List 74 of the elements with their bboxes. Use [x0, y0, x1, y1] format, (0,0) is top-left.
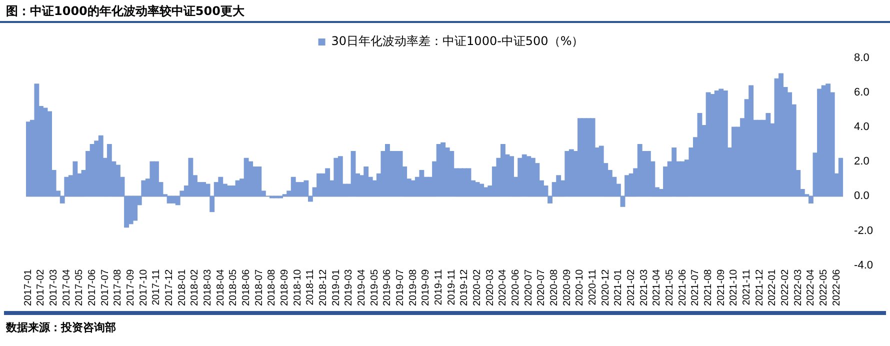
x-tick-label: 2020-04	[498, 268, 509, 306]
x-tick-label: 2020-03	[484, 268, 496, 306]
x-tick-label: 2022-02	[780, 268, 792, 306]
x-tick-label: 2019-12	[459, 268, 470, 306]
x-tick-label: 2017-09	[126, 268, 137, 306]
x-tick-label: 2018-11	[305, 268, 316, 306]
x-tick-label: 2022-04	[806, 268, 817, 306]
x-tick-label: 2017-06	[87, 268, 98, 306]
y-tick-label: -2.0	[854, 224, 874, 237]
x-tick-label: 2021-03	[638, 268, 650, 306]
x-tick-label: 2018-01	[176, 268, 188, 306]
source-note: 数据来源：投资咨询部	[6, 320, 116, 335]
x-tick-label: 2019-06	[382, 268, 394, 306]
x-tick-label: 2018-09	[280, 268, 291, 306]
legend-label: 30日年化波动率差：中证1000-中证500（%）	[331, 34, 584, 48]
x-tick-label: 2021-04	[652, 268, 663, 306]
x-tick-label: 2017-07	[100, 268, 111, 306]
x-tick-label: 2017-05	[74, 268, 86, 306]
x-tick-label: 2021-02	[626, 268, 638, 306]
x-tick-label: 2022-03	[792, 268, 804, 306]
x-tick-label: 2019-08	[408, 268, 419, 306]
x-tick-label: 2021-01	[613, 268, 624, 306]
x-tick-label: 2019-04	[356, 268, 368, 306]
x-tick-label: 2020-11	[588, 268, 599, 306]
x-tick-label: 2019-03	[344, 268, 355, 306]
x-tick-label: 2020-08	[549, 268, 560, 306]
x-tick-label: 2017-11	[151, 268, 162, 306]
x-tick-label: 2017-03	[48, 268, 60, 306]
x-tick-label: 2020-12	[600, 268, 612, 306]
y-tick-label: 0.0	[854, 190, 870, 202]
x-tick-label: 2017-10	[138, 268, 150, 306]
x-tick-label: 2020-07	[536, 268, 548, 306]
x-tick-label: 2017-01	[22, 268, 34, 306]
x-tick-label: 2021-05	[664, 268, 676, 306]
y-tick-label: 4.0	[854, 121, 870, 134]
x-tick-label: 2018-08	[266, 268, 278, 306]
x-tick-label: 2020-10	[574, 268, 586, 306]
x-tick-label: 2020-02	[472, 268, 484, 306]
y-tick-label: 8.0	[854, 52, 870, 64]
x-tick-label: 2018-12	[318, 268, 330, 306]
x-tick-label: 2021-12	[754, 268, 766, 306]
x-tick-label: 2018-10	[292, 268, 304, 306]
x-tick-label: 2020-09	[562, 268, 573, 306]
x-tick-label: 2019-11	[446, 268, 458, 306]
x-tick-label: 2019-11	[434, 268, 445, 306]
x-tick-label: 2021-07	[690, 268, 702, 306]
x-tick-label: 2021-06	[677, 268, 688, 306]
y-tick-label: 2.0	[854, 156, 870, 168]
x-tick-label: 2017-04	[61, 268, 72, 306]
x-tick-label: 2022-05	[818, 268, 830, 306]
x-tick-label: 2017-12	[164, 268, 176, 306]
x-tick-label: 2021-08	[703, 268, 714, 306]
x-tick-label: 2021-10	[728, 268, 740, 306]
x-tick-label: 2021-09	[716, 268, 727, 306]
x-tick-label: 2017-02	[36, 268, 47, 306]
x-tick-label: 2020-06	[510, 268, 522, 306]
x-tick-label: 2019-05	[369, 268, 380, 306]
x-tick-label: 2022-06	[831, 268, 842, 306]
x-tick-label: 2017-08	[112, 268, 124, 306]
x-tick-label: 2019-01	[330, 268, 342, 306]
x-tick-label: 2019-09	[420, 268, 432, 306]
y-tick-label: -4.0	[854, 259, 874, 272]
x-tick-label: 2018-06	[241, 268, 252, 306]
chart-title: 图：中证1000的年化波动率较中证500更大	[6, 3, 244, 20]
x-tick-label: 2018-04	[215, 268, 226, 306]
x-tick-label: 2018-03	[202, 268, 214, 306]
x-tick-label: 2018-05	[228, 268, 240, 306]
x-tick-label: 2019-07	[395, 268, 406, 306]
y-tick-label: 6.0	[854, 86, 870, 99]
x-tick-label: 2020-07	[523, 268, 534, 306]
x-tick-label: 2018-07	[254, 268, 265, 306]
x-tick-label: 2021-11	[742, 268, 753, 306]
x-tick-label: 2018-02	[190, 268, 201, 306]
x-tick-label: 2022-01	[767, 268, 778, 306]
